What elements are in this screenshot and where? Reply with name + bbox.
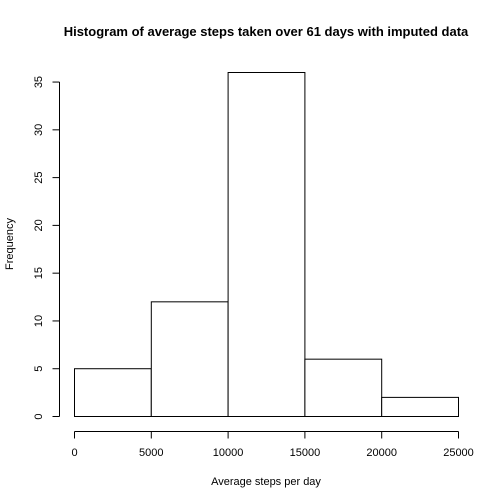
y-tick-label-3: 15	[33, 267, 45, 279]
x-tick-label-3: 15000	[290, 447, 321, 459]
x-tick-label-4: 20000	[366, 447, 397, 459]
histogram-bar-1	[150, 301, 229, 418]
y-tick-label-4: 20	[33, 219, 45, 231]
histogram-bar-3	[304, 358, 383, 417]
y-tick-label-5: 25	[33, 171, 45, 183]
y-axis-label: Frequency	[4, 218, 16, 270]
y-tick-label-2: 10	[33, 315, 45, 327]
x-axis: 0 5000 10000 15000 20000 25000	[71, 431, 474, 459]
x-tick-label-5: 25000	[443, 447, 474, 459]
x-tick-label-0: 0	[71, 447, 77, 459]
y-tick-label-7: 35	[33, 76, 45, 88]
x-tick-label-1: 5000	[139, 447, 163, 459]
y-tick-label-6: 30	[33, 124, 45, 136]
histogram-bar-0	[74, 368, 152, 418]
chart-title: Histogram of average steps taken over 61…	[64, 24, 469, 39]
y-axis: 0 5 10 15 20 25 30 35	[33, 76, 60, 420]
y-tick-label-0: 0	[33, 413, 45, 419]
y-tick-label-1: 5	[33, 366, 45, 372]
histogram-bar-4	[381, 396, 460, 417]
x-axis-label: Average steps per day	[211, 476, 321, 488]
bars-group	[74, 72, 460, 418]
histogram-bar-2	[227, 72, 306, 417]
x-tick-label-2: 10000	[213, 447, 244, 459]
